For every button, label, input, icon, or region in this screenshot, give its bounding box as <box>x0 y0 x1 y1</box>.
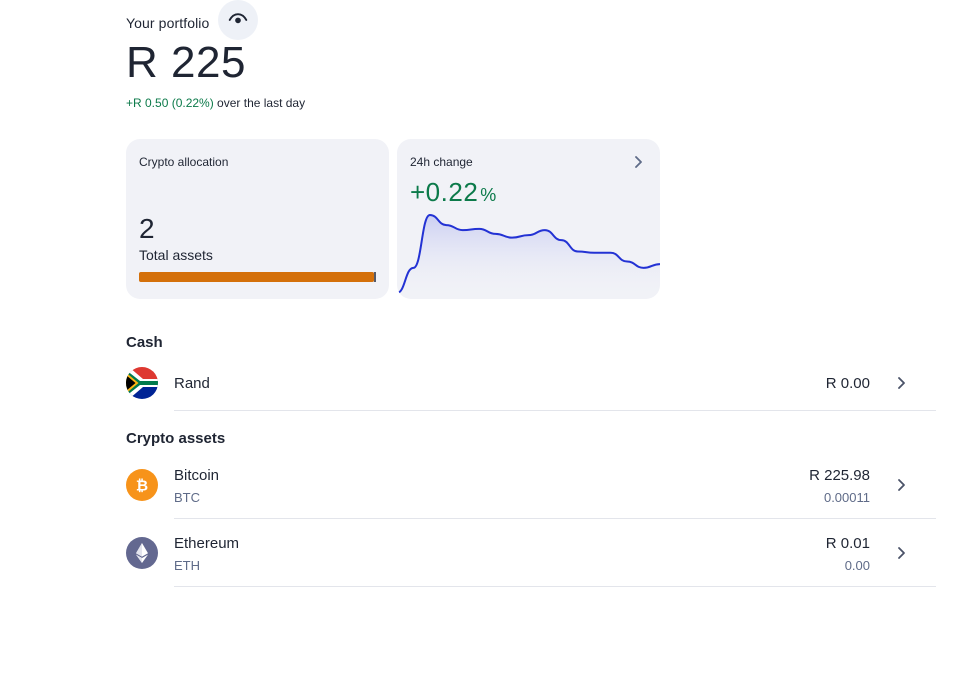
change-24h-sparkline <box>397 214 660 299</box>
crypto-allocation-title: Crypto allocation <box>139 155 229 169</box>
row-divider <box>174 518 936 519</box>
asset-quantity: 0.00011 <box>823 490 870 505</box>
chevron-right-icon <box>635 156 642 168</box>
total-assets-count: 2 <box>139 213 155 244</box>
daily-change-suffix: over the last day <box>213 96 306 110</box>
change-24h-card[interactable]: 24h change +0.22% <box>397 139 660 299</box>
portfolio-balance: R 225 <box>126 38 246 87</box>
asset-amount: R 0.01 <box>825 535 870 552</box>
asset-ticker: ETH <box>174 558 200 573</box>
portfolio-header: Your portfolio <box>126 3 209 43</box>
asset-amount: R 225.98 <box>809 467 870 484</box>
change-24h-number: +0.22 <box>410 177 479 207</box>
allocation-bar <box>139 272 376 282</box>
asset-quantity: 0.00 <box>844 558 870 573</box>
bitcoin-icon: ₿ <box>126 469 158 501</box>
asset-name: Ethereum <box>174 535 240 552</box>
chevron-right-icon <box>898 377 905 389</box>
row-divider <box>174 410 936 411</box>
asset-amount: R 0.00 <box>825 375 870 392</box>
toggle-balance-visibility-button[interactable] <box>218 0 258 40</box>
row-divider <box>174 586 936 587</box>
asset-row-rand[interactable]: Rand R 0.00 <box>126 366 936 411</box>
asset-row-bitcoin[interactable]: ₿ Bitcoin BTC R 225.98 0.00011 <box>126 462 936 519</box>
change-24h-unit: % <box>480 185 497 205</box>
portfolio-label: Your portfolio <box>126 15 210 31</box>
asset-ticker: BTC <box>174 490 200 505</box>
asset-name: Rand <box>174 375 210 392</box>
sparkline-line <box>397 214 660 294</box>
change-24h-value: +0.22% <box>410 177 497 208</box>
south-africa-flag-icon <box>126 367 158 399</box>
cash-section-title: Cash <box>126 334 163 351</box>
allocation-bar-marker <box>374 272 376 282</box>
chevron-right-icon <box>898 479 905 491</box>
total-assets-label: Total assets <box>139 247 213 263</box>
change-24h-title: 24h change <box>410 155 473 169</box>
sparkline-area <box>397 215 660 299</box>
crypto-allocation-card: Crypto allocation 2 Total assets <box>126 139 389 299</box>
portfolio-daily-change: +R 0.50 (0.22%) over the last day <box>126 96 305 110</box>
chevron-right-icon <box>898 547 905 559</box>
ethereum-icon <box>126 537 158 569</box>
svg-text:₿: ₿ <box>136 477 148 495</box>
crypto-section-title: Crypto assets <box>126 430 226 447</box>
daily-change-amount: +R 0.50 (0.22%) <box>126 96 214 110</box>
asset-name: Bitcoin <box>174 467 220 484</box>
allocation-bar-fill <box>139 272 374 282</box>
eye-icon <box>228 13 248 24</box>
asset-row-ethereum[interactable]: Ethereum ETH R 0.01 0.00 <box>126 530 936 587</box>
